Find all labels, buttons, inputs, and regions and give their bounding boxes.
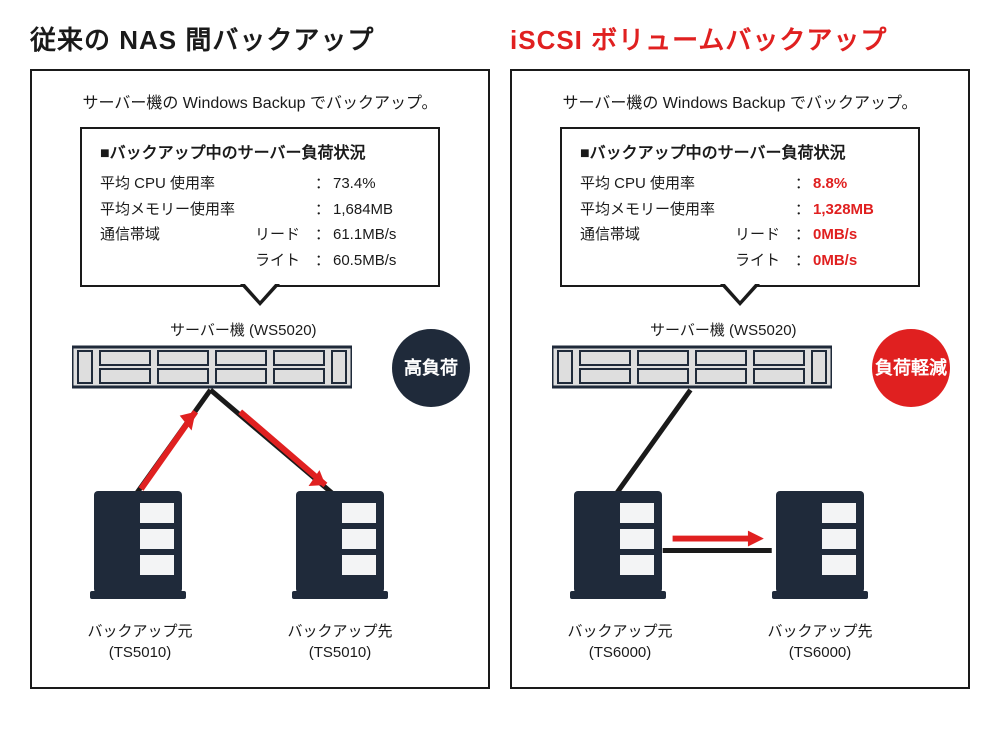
stats-row: ライト：60.5MB/s <box>100 248 420 274</box>
subtitle-left: サーバー機の Windows Backup でバックアップ。 <box>46 89 474 113</box>
server-icon <box>552 345 832 389</box>
stats-sublabel <box>735 171 795 197</box>
panel-right: iSCSI ボリュームバックアップ サーバー機の Windows Backup … <box>510 20 970 689</box>
badge-low-load: 負荷軽減 <box>872 329 950 407</box>
arrow-right-icon <box>673 531 764 547</box>
panel-box-right: サーバー機の Windows Backup でバックアップ。 ■バックアップ中の… <box>510 69 970 689</box>
stats-row: 平均 CPU 使用率 ：73.4% <box>100 171 420 197</box>
diagram-right: サーバー機 (WS5020) 負荷軽減 <box>512 311 968 671</box>
subtitle-right: サーバー機の Windows Backup でバックアップ。 <box>526 89 954 113</box>
arrow-down-icon <box>240 412 325 486</box>
stats-value: 0MB/s <box>813 248 900 274</box>
stats-box-left: ■バックアップ中のサーバー負荷状況 平均 CPU 使用率：73.4%平均メモリー… <box>80 127 440 287</box>
stats-row: ライト：0MB/s <box>580 248 900 274</box>
panel-box-left: サーバー機の Windows Backup でバックアップ。 ■バックアップ中の… <box>30 69 490 689</box>
stats-sublabel <box>255 197 315 223</box>
stats-sublabel: リード <box>735 222 795 248</box>
stats-sublabel <box>735 197 795 223</box>
arrow-up-icon <box>141 412 196 489</box>
stats-box-right: ■バックアップ中のサーバー負荷状況 平均 CPU 使用率：8.8%平均メモリー使… <box>560 127 920 287</box>
stats-row: 平均メモリー使用率 ：1,328MB <box>580 197 900 223</box>
nas-label-left-l: バックアップ元(TS5010) <box>60 621 220 663</box>
stats-sublabel: ライト <box>255 248 315 274</box>
nas-label-left-r: バックアップ元(TS6000) <box>540 621 700 663</box>
colon: ： <box>315 248 333 274</box>
stats-value: 1,684MB <box>333 197 420 223</box>
server-label-right: サーバー機 (WS5020) <box>650 319 797 340</box>
stats-value: 73.4% <box>333 171 420 197</box>
stats-label: 平均 CPU 使用率 <box>580 171 735 197</box>
nas-left-icon <box>570 491 666 601</box>
colon: ： <box>795 248 813 274</box>
stats-rows-left: 平均 CPU 使用率：73.4%平均メモリー使用率：1,684MB通信帯域リード… <box>100 171 420 273</box>
server-icon <box>72 345 352 389</box>
diagram-left: サーバー機 (WS5020) 高負荷 <box>32 311 488 671</box>
stats-value: 1,328MB <box>813 197 900 223</box>
colon: ： <box>315 222 333 248</box>
stats-label: 平均メモリー使用率 <box>100 197 255 223</box>
nas-right-icon <box>292 491 388 601</box>
nas-left-icon <box>90 491 186 601</box>
stats-value: 60.5MB/s <box>333 248 420 274</box>
stats-sublabel: ライト <box>735 248 795 274</box>
stats-row: 通信帯域リード：0MB/s <box>580 222 900 248</box>
stats-row: 平均メモリー使用率 ：1,684MB <box>100 197 420 223</box>
stats-sublabel: リード <box>255 222 315 248</box>
stats-label <box>580 248 735 274</box>
stats-label <box>100 248 255 274</box>
colon: ： <box>795 197 813 223</box>
nas-right-icon <box>772 491 868 601</box>
stats-row: 通信帯域リード：61.1MB/s <box>100 222 420 248</box>
colon: ： <box>315 171 333 197</box>
stats-value: 0MB/s <box>813 222 900 248</box>
stats-label: 通信帯域 <box>100 222 255 248</box>
panel-left: 従来の NAS 間バックアップ サーバー機の Windows Backup でバ… <box>30 20 490 689</box>
stats-label: 平均メモリー使用率 <box>580 197 735 223</box>
panel-title-left: 従来の NAS 間バックアップ <box>30 20 490 57</box>
stats-label: 通信帯域 <box>580 222 735 248</box>
stats-value: 61.1MB/s <box>333 222 420 248</box>
colon: ： <box>795 171 813 197</box>
nas-label-right-l: バックアップ先(TS5010) <box>260 621 420 663</box>
stats-rows-right: 平均 CPU 使用率：8.8%平均メモリー使用率：1,328MB通信帯域リード：… <box>580 171 900 273</box>
comparison-container: 従来の NAS 間バックアップ サーバー機の Windows Backup でバ… <box>20 20 980 689</box>
server-label-left: サーバー機 (WS5020) <box>170 319 317 340</box>
stats-value: 8.8% <box>813 171 900 197</box>
stats-title-right: ■バックアップ中のサーバー負荷状況 <box>580 139 900 163</box>
panel-title-right: iSCSI ボリュームバックアップ <box>510 20 970 57</box>
stats-title-left: ■バックアップ中のサーバー負荷状況 <box>100 139 420 163</box>
stats-row: 平均 CPU 使用率 ：8.8% <box>580 171 900 197</box>
stats-label: 平均 CPU 使用率 <box>100 171 255 197</box>
colon: ： <box>795 222 813 248</box>
nas-label-right-r: バックアップ先(TS6000) <box>740 621 900 663</box>
badge-high-load: 高負荷 <box>392 329 470 407</box>
colon: ： <box>315 197 333 223</box>
stats-sublabel <box>255 171 315 197</box>
